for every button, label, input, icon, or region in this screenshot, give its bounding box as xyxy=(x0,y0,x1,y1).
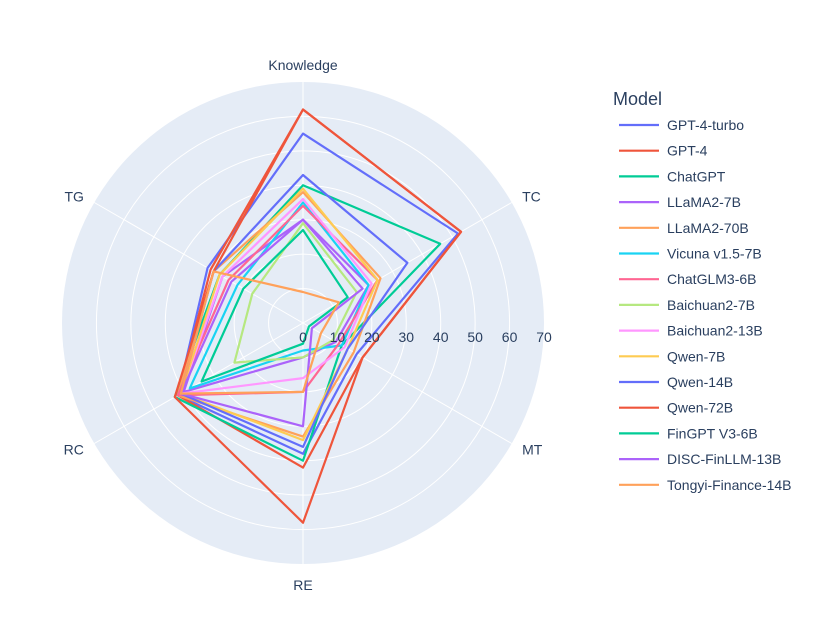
axis-label-tg: TG xyxy=(64,189,83,205)
legend-label: Vicuna v1.5-7B xyxy=(667,246,762,262)
legend-item[interactable]: FinGPT V3-6B xyxy=(619,425,758,441)
legend-item[interactable]: Qwen-14B xyxy=(619,374,733,390)
series-line-baichuan2-13b[interactable] xyxy=(179,198,373,395)
legend-item[interactable]: LLaMA2-70B xyxy=(619,220,749,236)
legend-item[interactable]: Vicuna v1.5-7B xyxy=(619,246,762,262)
legend-item[interactable]: Baichuan2-13B xyxy=(619,323,763,339)
legend-item[interactable]: GPT-4 xyxy=(619,143,708,159)
legend-label: Baichuan2-13B xyxy=(667,323,763,339)
radial-tick-label: 0 xyxy=(299,329,307,345)
legend-label: Qwen-72B xyxy=(667,400,733,416)
radial-ticks: 0 10 20 30 40 50 60 70 xyxy=(299,329,552,345)
legend-label: Baichuan2-7B xyxy=(667,297,755,313)
legend-title: Model xyxy=(613,89,662,109)
legend-label: ChatGPT xyxy=(667,168,726,184)
radial-tick-label: 70 xyxy=(536,329,552,345)
series-line-gpt-4-turbo[interactable] xyxy=(176,132,460,455)
radial-tick-label: 50 xyxy=(467,329,483,345)
legend-item[interactable]: Qwen-7B xyxy=(619,348,725,364)
polar-grid xyxy=(62,82,544,564)
series-line-disc-finllm-13b[interactable] xyxy=(179,218,364,428)
legend-item[interactable]: Qwen-72B xyxy=(619,400,733,416)
legend-item[interactable]: LLaMA2-7B xyxy=(619,194,741,210)
grid-spoke xyxy=(94,202,304,324)
axis-labels: Knowledge TC MT RE RC TG xyxy=(64,57,543,593)
legend-label: Qwen-7B xyxy=(667,348,725,364)
legend-item[interactable]: Tongyi-Finance-14B xyxy=(619,477,792,493)
legend-item[interactable]: GPT-4-turbo xyxy=(619,117,744,133)
grid-spoke xyxy=(302,322,512,444)
radial-tick-label: 60 xyxy=(502,329,518,345)
radial-tick-label: 10 xyxy=(330,329,346,345)
radial-tick-label: 30 xyxy=(398,329,414,345)
series-line-tongyi-finance-14b[interactable] xyxy=(179,270,340,395)
legend-label: FinGPT V3-6B xyxy=(667,425,758,441)
series-line-vicuna-v1-5-7b[interactable] xyxy=(188,201,370,390)
legend-label: LLaMA2-70B xyxy=(667,220,749,236)
series-layer xyxy=(173,108,463,524)
legend-label: Tongyi-Finance-14B xyxy=(667,477,792,493)
legend-label: ChatGLM3-6B xyxy=(667,271,756,287)
axis-label-tc: TC xyxy=(522,189,541,205)
legend: Model GPT-4-turbo GPT-4 ChatGPT LLaMA2-7B LL… xyxy=(613,89,792,493)
grid-spoke xyxy=(94,322,304,444)
legend-item[interactable]: ChatGLM3-6B xyxy=(619,271,756,287)
axis-label-rc: RC xyxy=(64,442,84,458)
series-line-fingpt-v3-6b[interactable] xyxy=(200,228,349,383)
legend-item[interactable]: Baichuan2-7B xyxy=(619,297,755,313)
legend-label: GPT-4 xyxy=(667,143,708,159)
series-line-qwen-7b[interactable] xyxy=(179,187,379,442)
axis-label-knowledge: Knowledge xyxy=(268,57,337,73)
radial-tick-label: 40 xyxy=(433,329,449,345)
legend-item[interactable]: DISC-FinLLM-13B xyxy=(619,451,781,467)
axis-label-re: RE xyxy=(293,577,312,593)
legend-label: LLaMA2-7B xyxy=(667,194,741,210)
radial-tick-label: 20 xyxy=(364,329,380,345)
legend-label: GPT-4-turbo xyxy=(667,117,744,133)
legend-label: DISC-FinLLM-13B xyxy=(667,451,781,467)
legend-item[interactable]: ChatGPT xyxy=(619,168,726,184)
axis-label-mt: MT xyxy=(522,442,543,458)
legend-label: Qwen-14B xyxy=(667,374,733,390)
